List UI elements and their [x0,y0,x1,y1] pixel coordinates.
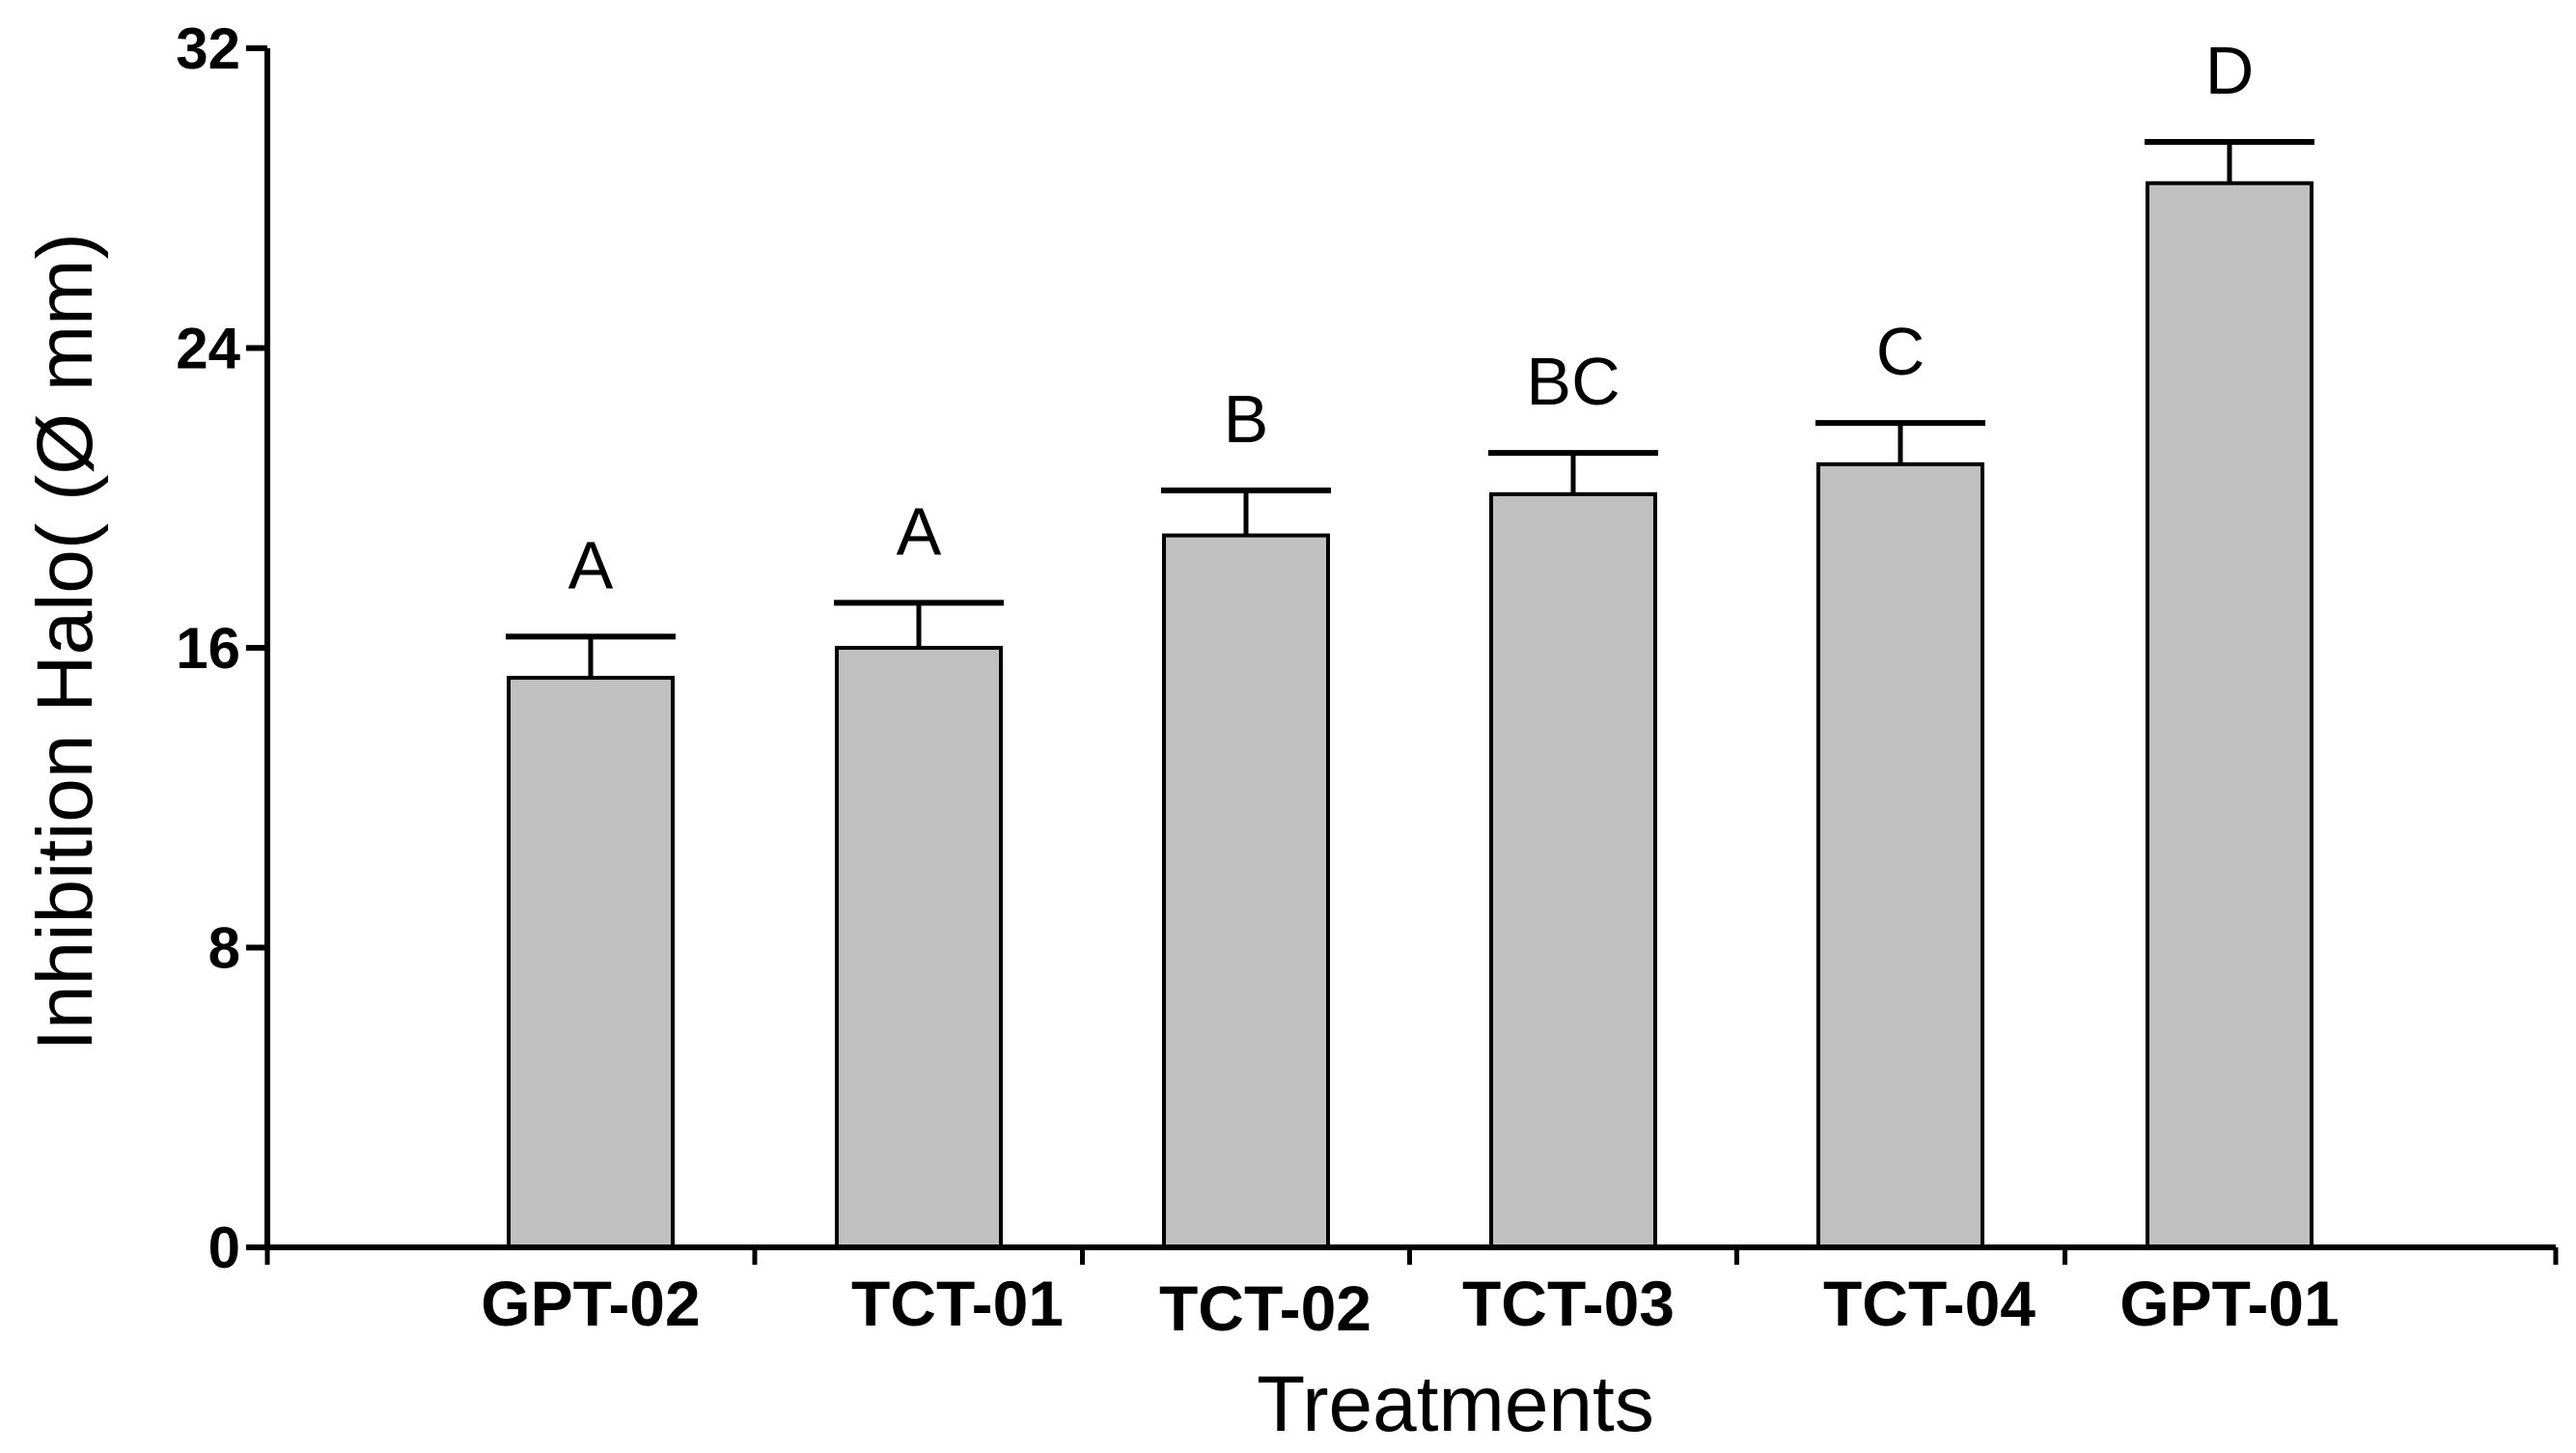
error-bar-tct-01 [834,600,1004,648]
y-ticks-layer: 0 8 16 24 32 [176,16,267,1280]
significance-label-tct-01: A [897,493,942,569]
x-tick-label-gpt-02: GPT-02 [481,1268,700,1339]
y-tick-label: 0 [208,1215,240,1280]
y-tick-label: 32 [176,16,240,81]
bar-tct-03 [1489,491,1657,1249]
y-tick-label: 8 [208,916,240,981]
significance-labels-layer: A A B BC C D [568,33,2255,602]
bars-layer [507,181,2313,1250]
significance-label-tct-02: B [1224,381,1269,457]
x-axis-title: Treatments [1257,1360,1654,1448]
significance-label-gpt-01: D [2205,33,2255,108]
significance-label-tct-04: C [1876,314,1925,389]
x-tick-label-gpt-01: GPT-01 [2119,1268,2339,1339]
error-bar-tct-02 [1161,487,1331,536]
bar-tct-02 [1162,533,1330,1249]
significance-label-tct-03: BC [1526,344,1620,419]
x-tick-label-tct-02: TCT-02 [1159,1272,1371,1344]
x-tick-label-tct-01: TCT-01 [851,1268,1064,1339]
bar-gpt-02 [507,676,675,1249]
error-bar-tct-04 [1815,420,1985,464]
bar-gpt-01 [2146,181,2313,1250]
x-tick-label-tct-04: TCT-04 [1823,1268,2036,1339]
x-tick-label-tct-03: TCT-03 [1462,1268,1675,1339]
error-bars-layer [506,139,2314,679]
y-tick-label: 24 [176,317,240,381]
y-axis-title: Inhibition Halo( (Ø mm) [21,233,109,1051]
error-bar-gpt-01 [2145,139,2314,183]
error-bar-gpt-02 [506,633,676,679]
bar-tct-01 [835,646,1003,1249]
x-tick-labels-layer: GPT-02 TCT-01 TCT-02 TCT-03 TCT-04 GPT-01 [481,1268,2339,1344]
bar-tct-04 [1816,461,1984,1250]
significance-label-gpt-02: A [568,527,614,602]
y-tick-label: 16 [176,616,240,681]
error-bar-tct-03 [1488,450,1658,494]
